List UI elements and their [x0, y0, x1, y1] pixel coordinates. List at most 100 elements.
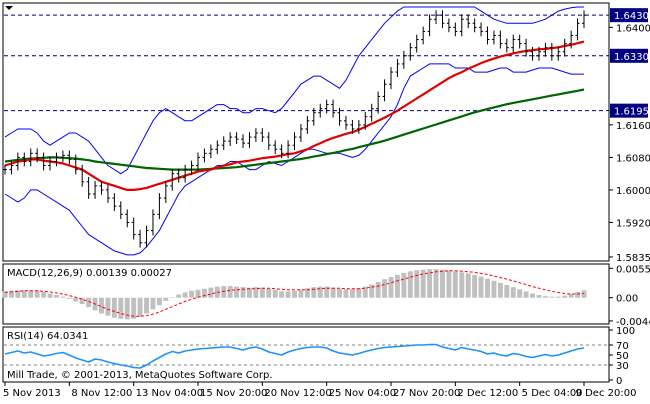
- macd-histogram-bar: [446, 270, 452, 298]
- macd-histogram-bar: [517, 289, 523, 298]
- macd-histogram-bar: [497, 282, 503, 298]
- price-panel-frame: [2, 2, 610, 262]
- macd-histogram-bar: [394, 274, 400, 298]
- price-y-tick-label: 1.6160: [616, 121, 650, 132]
- macd-histogram-bar: [259, 287, 265, 298]
- macd-histogram-bar: [478, 276, 484, 298]
- macd-histogram-bar: [382, 279, 388, 298]
- macd-histogram-bar: [169, 297, 175, 298]
- macd-histogram-bar: [349, 289, 355, 298]
- macd-histogram-bar: [343, 289, 349, 298]
- macd-histogram-bar: [427, 269, 433, 298]
- macd-histogram-bar: [523, 291, 529, 298]
- macd-histogram-bar: [60, 296, 66, 298]
- macd-histogram-bar: [491, 280, 497, 298]
- macd-histogram-bar: [504, 285, 510, 298]
- bollinger-upper-line: [4, 6, 584, 175]
- macd-histogram-bar: [66, 297, 72, 299]
- macd-histogram-bar: [227, 286, 233, 298]
- macd-histogram-bar: [99, 297, 104, 314]
- macd-histogram-bar: [73, 297, 79, 302]
- macd-histogram-bar: [105, 297, 111, 316]
- x-tick-label: 5 Dec 04:00: [522, 388, 583, 399]
- macd-histogram-bar: [388, 277, 394, 298]
- macd-histogram-bar: [549, 296, 555, 298]
- macd-histogram-bar: [79, 297, 85, 305]
- bollinger-lower-line: [4, 63, 584, 256]
- rsi-y-tick-label: 0: [616, 376, 622, 387]
- macd-histogram-bar: [28, 290, 34, 298]
- macd-histogram-bar: [2, 291, 8, 298]
- x-tick-label: 15 Nov 20:00: [200, 388, 267, 399]
- macd-histogram-bar: [150, 297, 156, 310]
- macd-histogram-bar: [272, 289, 278, 298]
- macd-histogram-bar: [124, 297, 130, 320]
- macd-histogram-bar: [568, 294, 574, 298]
- price-y-tick-label: 1.6000: [616, 186, 650, 197]
- macd-histogram-bar: [208, 287, 214, 298]
- price-level-badge: [610, 48, 648, 63]
- x-tick-label: 5 Nov 2013: [3, 388, 61, 399]
- x-tick-label: 13 Nov 04:00: [136, 388, 203, 399]
- macd-histogram-bar: [317, 286, 323, 298]
- macd-histogram-bar: [485, 278, 490, 298]
- macd-label: MACD(12,26,9) 0.00139 0.00027: [7, 268, 172, 279]
- macd-histogram-bar: [562, 295, 568, 298]
- ma-slow-line: [4, 88, 585, 171]
- price-level-label: 1.6195: [614, 107, 649, 118]
- macd-histogram-bar: [575, 291, 581, 298]
- macd-histogram-bar: [433, 269, 439, 298]
- macd-histogram-bar: [54, 295, 59, 298]
- macd-histogram-bar: [47, 293, 53, 298]
- macd-signal-line: [4, 270, 585, 317]
- macd-histogram-bar: [440, 269, 445, 298]
- macd-histogram-bar: [330, 287, 336, 298]
- macd-histogram-bar: [414, 270, 420, 298]
- rsi-y-tick-label: 70: [616, 341, 629, 352]
- macd-histogram-bar: [555, 296, 561, 298]
- macd-histogram-bar: [337, 288, 342, 298]
- rsi-y-tick-label: 100: [616, 326, 635, 337]
- macd-histogram-bar: [34, 290, 40, 298]
- macd-histogram-bar: [111, 297, 117, 318]
- price-y-tick-label: 1.5920: [616, 218, 650, 229]
- x-tick-label: 25 Nov 04:00: [329, 388, 396, 399]
- macd-histogram-bar: [542, 296, 548, 298]
- macd-histogram-bar: [21, 290, 27, 298]
- price-level-label: 1.6430: [614, 11, 649, 22]
- macd-histogram-bar: [375, 281, 381, 298]
- macd-histogram-bar: [530, 293, 535, 298]
- x-tick-label: 27 Nov 20:00: [393, 388, 460, 399]
- macd-histogram-bar: [15, 290, 21, 298]
- macd-histogram-bar: [118, 297, 124, 319]
- macd-histogram-bar: [240, 287, 246, 298]
- macd-histogram-bar: [253, 287, 259, 298]
- macd-histogram-bar: [195, 289, 201, 298]
- macd-y-tick-label: 0.00: [616, 294, 638, 305]
- macd-histogram-bar: [536, 295, 542, 298]
- price-y-tick-label: 1.6400: [616, 23, 650, 34]
- price-level-badge: [610, 8, 648, 23]
- macd-histogram-bar: [41, 291, 47, 298]
- macd-histogram-bar: [266, 288, 272, 298]
- macd-histogram-bar: [189, 290, 195, 298]
- macd-histogram-bar: [324, 286, 330, 298]
- macd-histogram-bar: [407, 271, 413, 298]
- macd-histogram-bar: [182, 292, 188, 298]
- macd-histogram-bar: [201, 288, 207, 298]
- rsi-y-tick-label: 50: [616, 351, 629, 362]
- price-level-badge: [610, 103, 648, 118]
- macd-histogram-bar: [86, 297, 92, 308]
- rsi-label: RSI(14) 64.0341: [7, 331, 88, 342]
- x-tick-label: 9 Dec 20:00: [576, 388, 637, 399]
- macd-histogram-bar: [472, 274, 478, 298]
- macd-histogram-bar: [234, 286, 240, 298]
- macd-histogram-bar: [163, 297, 169, 301]
- macd-histogram-bar: [279, 291, 285, 298]
- collapse-triangle-icon[interactable]: [5, 6, 13, 10]
- macd-histogram-bar: [420, 269, 426, 298]
- x-tick-label: 20 Nov 12:00: [264, 388, 331, 399]
